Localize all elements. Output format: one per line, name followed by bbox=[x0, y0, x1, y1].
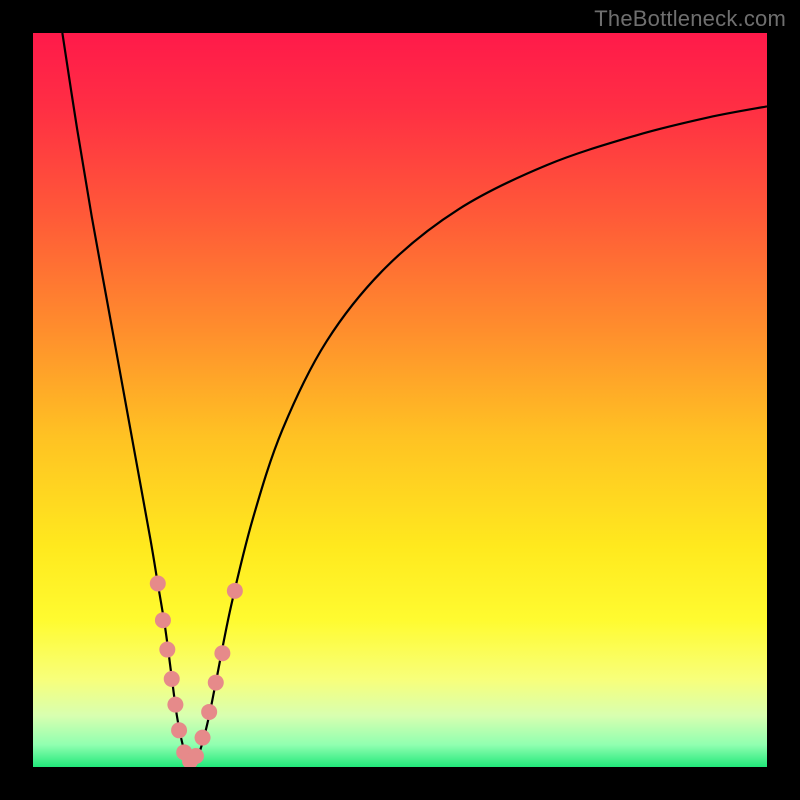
data-point bbox=[195, 730, 211, 746]
data-point bbox=[164, 671, 180, 687]
data-point bbox=[150, 576, 166, 592]
data-point bbox=[214, 645, 230, 661]
data-point bbox=[155, 612, 171, 628]
data-point bbox=[208, 675, 224, 691]
data-point bbox=[171, 722, 187, 738]
data-point bbox=[188, 748, 204, 764]
chart-frame: TheBottleneck.com bbox=[0, 0, 800, 800]
gradient-background bbox=[33, 33, 767, 767]
data-point bbox=[159, 642, 175, 658]
bottleneck-chart bbox=[33, 33, 767, 767]
watermark-text: TheBottleneck.com bbox=[594, 6, 786, 32]
data-point bbox=[227, 583, 243, 599]
data-point bbox=[201, 704, 217, 720]
data-point bbox=[167, 697, 183, 713]
